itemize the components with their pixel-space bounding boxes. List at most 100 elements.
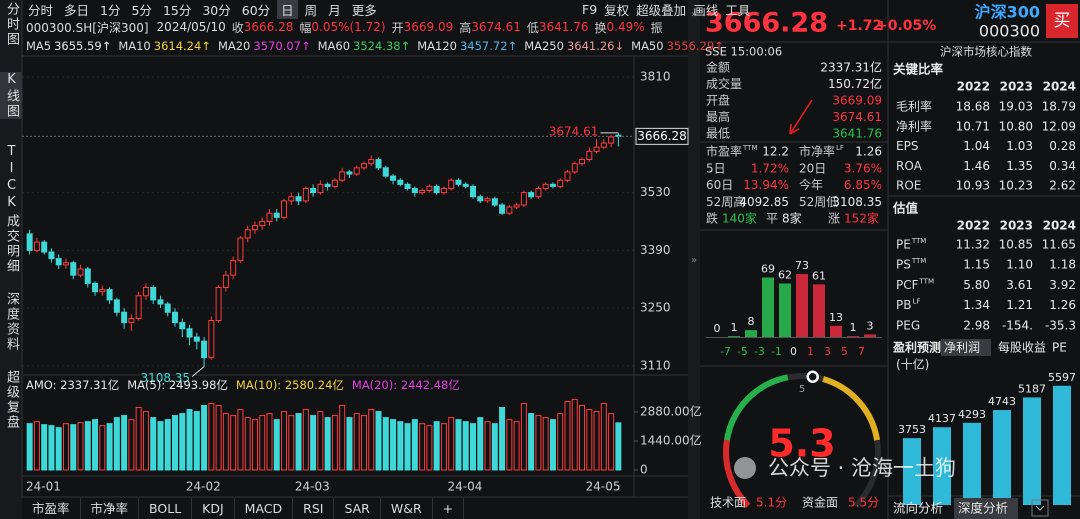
stat-label: 市净率 [799,144,835,159]
side-tab[interactable]: K线图 [0,72,22,119]
indicator-tab[interactable]: KDJ [192,498,235,519]
period-tab[interactable]: 1分 [100,2,121,18]
stat-value: 3669.09 [832,94,882,108]
candle-body [273,212,280,218]
distribution-bar [796,274,808,337]
candle-body [564,171,571,181]
volume-bar [528,413,535,471]
forecast-tab[interactable]: 每股收益 [998,340,1046,355]
candle-body [230,260,237,276]
candle-body [324,183,331,187]
index-desc: 沪深市场核心指数 [940,45,1032,59]
distribution-bar [762,277,774,337]
bar-value: 13 [829,311,843,324]
ma-value: 3641.26↓ [566,39,625,53]
tool-button[interactable]: 复权 [604,2,630,18]
indicator-tab[interactable]: BOLL [139,498,193,519]
candle-body [222,274,229,289]
period-tab[interactable]: 更多 [351,2,377,18]
volume-bar [440,423,447,471]
candle-body [368,159,375,165]
y-tick-label: 3810 [640,70,671,84]
splitter[interactable] [688,0,700,519]
x-tick-label: 5 [841,346,848,358]
indicator-tab[interactable]: + [433,498,465,519]
period-tab[interactable]: 30分 [202,2,231,18]
indicator-tab[interactable]: 市盈率 [22,498,81,519]
candle-body [164,303,171,313]
period-tab[interactable]: 月 [328,2,341,18]
buy-button[interactable] [1046,4,1078,38]
quote-line: 000300.SH[沪深300] 2024/05/10 收 3666.28 幅 0.05%… [26,18,663,36]
cell-value: -35.3 [1045,318,1076,332]
toolbar: 分时 多日 1分 5分 15分 30分 60分日周月更多 [24,0,384,19]
tool-button[interactable]: 工具 [725,2,751,18]
indicator-tab[interactable]: MACD [235,498,294,519]
candle-body [462,183,469,187]
indicator-tab[interactable]: W&R [381,498,433,519]
volume-bar [164,419,171,471]
candle-body [193,336,200,342]
tool-button[interactable]: 超级叠加 [636,2,687,18]
period-tab[interactable]: 5分 [131,2,152,18]
volume-bar [281,411,288,471]
volume-bar [62,423,69,471]
period-tab[interactable]: 日 [277,0,298,19]
period-tab[interactable]: 分时 [28,2,54,18]
bar-value: 69 [761,262,775,275]
tool-button[interactable]: F9 [582,1,598,17]
indicator-tab[interactable]: RSI [293,498,335,519]
period-tab[interactable]: 15分 [162,2,192,18]
breadth-value: 140家 [722,211,757,226]
x-tick-label: 0 [790,346,797,358]
indicator-tab[interactable]: SAR [334,498,381,519]
tool-button[interactable]: 画线 [693,2,719,18]
candle-body [499,204,506,214]
candle-body [331,179,338,187]
splitter-arrow[interactable]: » [691,9,697,20]
splitter-arrow[interactable]: » [691,255,697,266]
cell-value: 19.03 [999,100,1033,114]
panel-tab[interactable]: 流向分析 [893,501,943,516]
field-value: 3669.09 [403,20,454,34]
row-name: ROA [896,159,923,173]
volume-bar [77,422,84,471]
field-value: 0.05%(1.72) [311,20,386,34]
volume-bar [499,407,506,471]
ma-value: 3524.38↑ [353,39,411,53]
dropdown-button[interactable] [1031,499,1049,517]
period-tab[interactable]: 多日 [64,2,90,18]
forecast-bar [993,410,1011,505]
candle-body [571,163,578,173]
gauge-zone [723,374,789,441]
candle-body [484,198,491,202]
volume-bar [586,409,593,471]
side-tab[interactable]: TICK [4,144,19,212]
buy-label[interactable]: 买 [1054,11,1071,31]
annotation-arrow [789,99,813,135]
volume-bar [535,415,542,471]
forecast-tab[interactable]: 盈利预测 [892,340,941,355]
candle-body [266,212,273,222]
row-name: EPS [896,139,918,153]
panel-tab[interactable]: 深度分析 [958,501,1008,516]
candle-body [542,183,549,189]
candle-body [121,311,128,324]
volume-bar [455,419,462,471]
last-price: 3666.28 [705,8,828,39]
candle-body [397,179,404,185]
side-tab[interactable]: 超级复盘 [4,370,19,430]
side-tab[interactable]: 成交明细 [4,214,19,274]
forecast-tab[interactable]: PE [1052,341,1067,355]
period-tab[interactable]: 周 [304,2,318,18]
indicator-tab[interactable]: 市净率 [81,498,140,519]
forecast-bar [903,438,921,505]
side-tab[interactable]: 分时图 [4,2,19,47]
period-tab[interactable]: 60分 [241,2,271,18]
side-tab[interactable]: 深度资料 [4,292,19,352]
cell-value: 1.18 [1049,258,1076,272]
stat-value: 1.72% [751,161,789,175]
forecast-tab[interactable]: 净利润 [944,341,980,355]
volume-bar [564,400,571,471]
volume-bar [346,417,353,471]
